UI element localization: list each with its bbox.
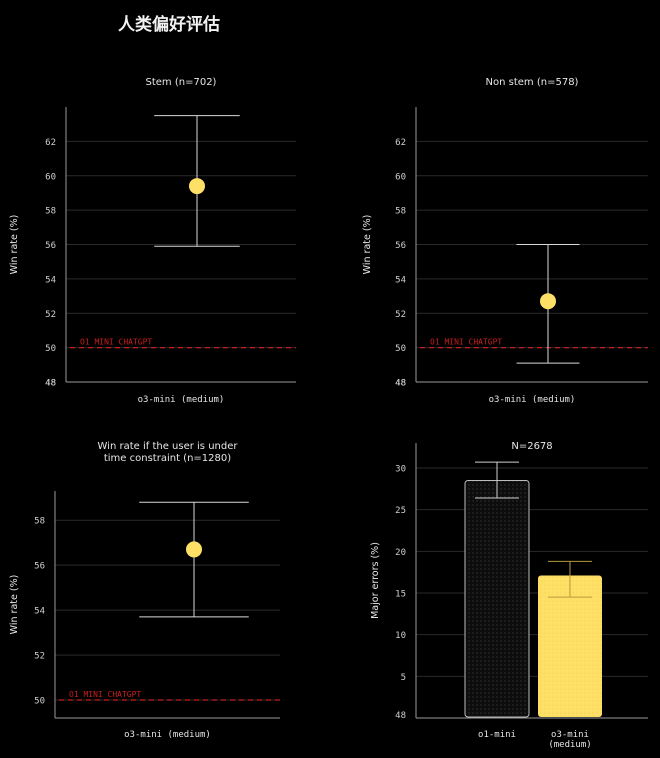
baseline-label: O1 MINI CHATGPT [430,338,502,347]
y-tick-label: 54 [34,607,45,617]
y-axis-label: Major errors (%) [370,542,381,619]
chart-non-stem: Non stem (n=578) 48 50 52 54 56 58 60 62 Win rate… [362,77,648,405]
y-tick-label: 5 [401,673,406,683]
y-tick-label: 48 [45,379,56,389]
y-axis-label: Win rate (%) [362,215,373,275]
x-tick-label: o3-mini (medium) [124,730,211,740]
page-title: 人类偏好评估 [118,15,220,35]
y-tick-label: 54 [395,275,406,285]
y-tick-label: 50 [45,344,56,354]
chart-title: time constraint (n=1280) [104,453,231,464]
y-tick-label: 56 [45,241,56,251]
y-tick-label: 52 [45,310,56,320]
chart-major-errors: N=2678 5 10 15 20 25 30 48 Major errors (%) o1-mi… [370,441,648,750]
chart-title: N=2678 [511,441,552,452]
y-tick-label: 58 [395,207,406,217]
y-tick-label: 60 [395,172,406,182]
x-tick-label: o3-mini [551,730,589,740]
chart-title: Stem (n=702) [146,77,217,88]
y-tick-label: 56 [34,562,45,572]
y-tick-label: 56 [395,241,406,251]
y-tick-label: 48 [395,379,406,389]
bar [464,480,530,718]
y-tick-label-bottom: 48 [395,711,406,721]
y-tick-label: 48 [45,379,56,389]
y-tick-label: 58 [34,517,45,527]
y-tick-label: 58 [45,207,56,217]
y-tick-label: 62 [395,138,406,148]
y-tick-label: 60 [45,172,56,182]
chart-stem: Stem (n=702) 48 50 52 54 56 58 60 62 Win rate (%)… [9,77,296,405]
x-tick-label: o3-mini (medium) [489,395,576,405]
y-tick-label: 48 [395,379,406,389]
chart-title: Win rate if the user is under [98,441,239,452]
y-axis-label: Win rate (%) [9,575,20,635]
data-point [189,178,205,195]
bar [538,575,602,717]
x-tick-label: (medium) [548,740,591,750]
baseline-label: O1 MINI CHATGPT [80,338,152,347]
y-tick-label: 62 [45,138,56,148]
y-tick-label: 52 [34,652,45,662]
x-tick-label: o3-mini (medium) [138,395,225,405]
baseline-label: O1 MINI CHATGPT [69,690,141,699]
data-point [540,293,556,310]
data-point [186,541,202,558]
y-tick-label: 10 [395,631,406,641]
y-tick-label: 20 [395,548,406,558]
y-tick-label: 15 [395,590,406,600]
y-tick-label: 25 [395,506,406,516]
y-tick-label: 30 [395,465,406,475]
y-tick-label: 52 [395,310,406,320]
y-tick-label: 54 [45,275,56,285]
chart-title: Non stem (n=578) [486,77,579,88]
x-tick-label: o1-mini [478,730,516,740]
y-tick-label: 50 [34,697,45,707]
y-axis-label: Win rate (%) [9,215,20,275]
y-tick-label: 50 [395,344,406,354]
